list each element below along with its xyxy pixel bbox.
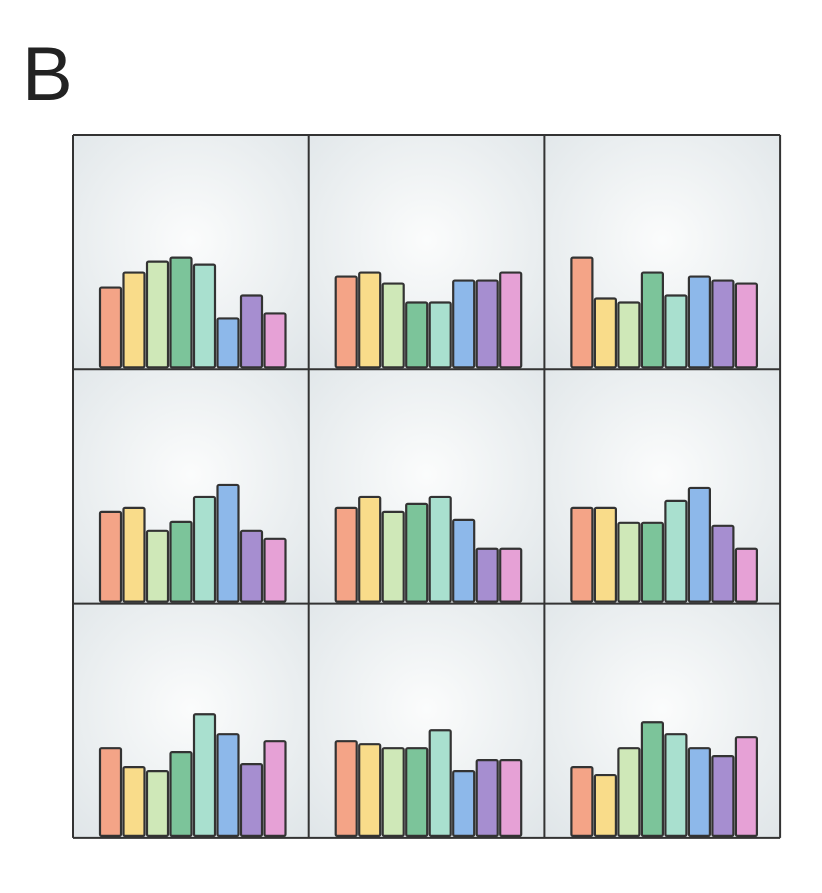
bar [192,263,217,369]
bar [570,766,594,838]
bar [98,286,123,369]
bar [405,747,429,837]
bar [145,529,170,603]
bar [499,759,523,837]
bar [239,763,264,838]
bar [452,518,476,603]
bar [617,301,641,369]
bar [263,312,287,369]
bar [593,773,618,837]
bar [239,529,264,603]
bar [664,499,688,603]
bar [570,506,594,603]
bar [169,520,193,603]
bar [239,294,264,369]
bar [711,279,735,369]
bar [381,282,405,369]
bar [405,502,429,603]
bar [358,495,382,603]
bar [428,495,452,603]
bar [734,282,759,369]
bar [428,729,452,837]
bar [216,317,240,369]
bar [475,279,499,369]
bar [122,766,146,838]
bar [593,506,618,603]
bar [452,279,476,369]
bar [734,547,759,603]
bar [334,740,358,838]
bar [216,483,240,603]
bar [617,521,641,603]
bar [192,713,217,838]
bar [358,743,382,837]
bar [711,755,735,837]
bar [499,547,523,603]
panel-label: B [22,32,73,117]
bar [428,301,452,369]
bar [452,769,476,837]
bar [169,256,193,369]
bar [145,769,170,837]
bar [98,747,123,837]
bar [405,301,429,369]
bar [687,486,712,603]
bar [169,751,193,837]
bar [640,271,665,369]
bar [664,294,688,369]
bar [334,275,358,369]
bar [593,297,618,369]
bar [334,506,358,603]
bar [381,510,405,603]
bar [734,736,759,838]
bar [640,721,665,838]
bar [711,524,735,603]
bar [570,256,594,369]
bar [687,747,712,837]
bar [98,510,123,603]
bar [122,506,146,603]
bar [145,260,170,369]
bar [263,740,287,838]
bar [475,547,499,603]
bar [617,747,641,837]
bar [381,747,405,837]
bar [263,537,287,603]
bar [640,521,665,603]
bar [664,733,688,837]
bar [475,759,499,837]
bar [499,271,523,369]
bar [216,733,240,837]
bar [687,275,712,369]
bar [192,495,217,603]
bar [358,271,382,369]
bar [122,271,146,369]
